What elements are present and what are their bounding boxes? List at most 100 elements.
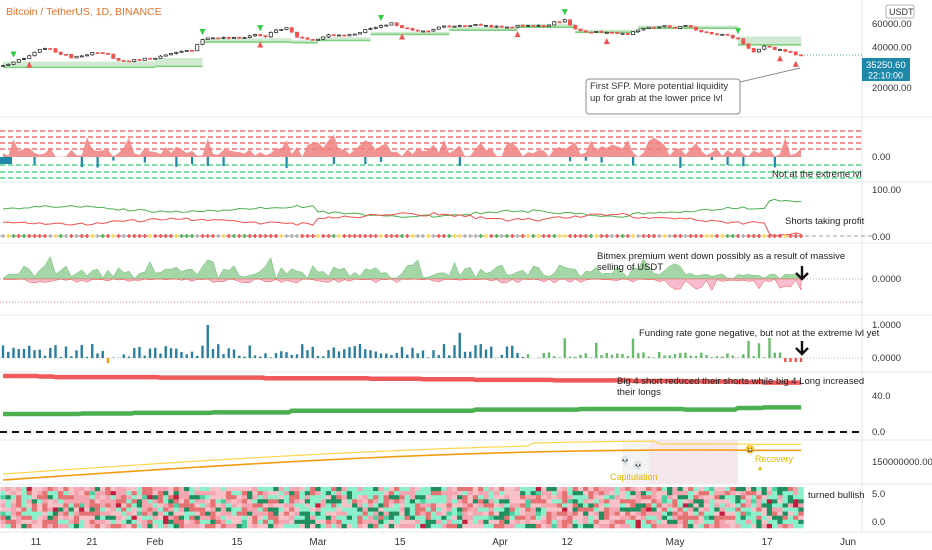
heatmap-cell (761, 519, 767, 525)
heatmap-cell (504, 507, 510, 512)
candle (394, 22, 399, 26)
heatmap-cell (42, 487, 48, 492)
heatmap-cell (672, 499, 678, 504)
heatmap-cell (310, 507, 316, 512)
heatmap-cell (283, 523, 290, 529)
heatmap-cell (0, 515, 6, 521)
heatmap-cell (562, 515, 568, 521)
heatmap-cell (247, 523, 253, 529)
funding-bar (1, 345, 5, 358)
heatmap-cell (157, 491, 164, 496)
heatmap-cell (299, 499, 305, 504)
funding-bar (789, 358, 792, 362)
heatmap-cell (625, 499, 631, 504)
candle (284, 27, 289, 30)
heatmap-cell (178, 511, 185, 516)
heatmap-cell (525, 499, 531, 504)
heatmap-cell (189, 495, 195, 500)
currency-button[interactable] (885, 4, 915, 19)
heatmap-cell (394, 491, 400, 496)
heatmap-cell (430, 511, 437, 516)
heatmap-cell (226, 491, 232, 496)
candle (174, 51, 179, 54)
signal-cross (494, 234, 499, 238)
heatmap-cell (467, 523, 473, 529)
heatmap-cell (651, 507, 657, 512)
signal-cross (688, 234, 693, 238)
signal-cross (74, 234, 79, 238)
signal-cross (599, 234, 604, 238)
heatmap-cell (346, 491, 353, 496)
signal-cross (163, 234, 168, 238)
heatmap-cell (693, 491, 699, 496)
funding-tick-label: 0.0000 (872, 353, 901, 364)
heatmap-cell (147, 491, 153, 496)
heatmap-cell (619, 487, 626, 492)
candle (37, 49, 42, 53)
heatmap-cell (278, 515, 284, 521)
heatmap-cell (751, 491, 757, 496)
funding-bar (327, 350, 330, 358)
signal-cross (431, 234, 436, 238)
candle (163, 54, 168, 57)
funding-bar (264, 353, 267, 358)
candle (127, 60, 131, 63)
candle (484, 25, 488, 27)
heatmap-cell (241, 487, 248, 492)
funding-bar (379, 353, 383, 358)
heatmap-cell (798, 511, 804, 516)
heatmap-cell (656, 499, 662, 504)
recovery-marker-icon (758, 466, 762, 470)
heatmap-cell (588, 507, 594, 512)
heatmap-cell (593, 523, 599, 529)
heatmap-cell (205, 515, 211, 521)
signal-cross (142, 234, 147, 238)
buy-triangle-icon (26, 61, 33, 68)
heatmap-cell (115, 503, 122, 508)
heatmap-cell (509, 495, 515, 500)
heatmap-cell (719, 523, 725, 529)
heatmap-cell (672, 519, 678, 525)
funding-bar (295, 354, 299, 358)
heatmap-cell (787, 523, 794, 529)
signal-cross (683, 234, 688, 238)
heatmap-cell (247, 507, 253, 512)
heatmap-cell (441, 515, 447, 521)
heatmap-cell (16, 495, 22, 500)
funding-bar (85, 356, 89, 358)
heatmap-cell (47, 491, 53, 496)
heatmap-cell (609, 507, 615, 512)
funding-bar (616, 353, 619, 358)
heatmap-cell (409, 499, 416, 504)
heatmap-cell (320, 523, 326, 529)
heatmap-cell (320, 519, 326, 525)
heatmap-cell (89, 495, 95, 500)
heatmap-cell (446, 487, 452, 492)
short-liquidation-bar (742, 157, 745, 167)
heatmap-cell (646, 499, 652, 504)
heatmap-cell (362, 487, 368, 492)
heatmap-cell (798, 519, 804, 525)
heatmap-cell (761, 495, 767, 500)
heatmap-cell (478, 507, 484, 512)
heatmap-cell (798, 499, 804, 504)
heatmap-cell (499, 487, 505, 492)
heatmap-cell (441, 507, 447, 512)
heatmap-cell (724, 487, 731, 492)
heatmap-cell (635, 507, 641, 512)
heatmap-cell (115, 487, 122, 492)
heatmap-cell (394, 515, 400, 521)
buy-triangle-icon (603, 38, 610, 45)
candle (326, 34, 331, 38)
heatmap-cell (294, 511, 300, 516)
heatmap-cell (567, 523, 573, 529)
heatmap-cell (173, 499, 179, 504)
recovery-label: Recovery (755, 454, 794, 464)
heatmap-cell (651, 499, 657, 504)
heatmap-cell (625, 519, 631, 525)
heatmap-cell (294, 495, 300, 500)
funding-bar (374, 351, 377, 358)
heatmap-cell (89, 523, 95, 529)
heatmap-cell (640, 487, 647, 492)
